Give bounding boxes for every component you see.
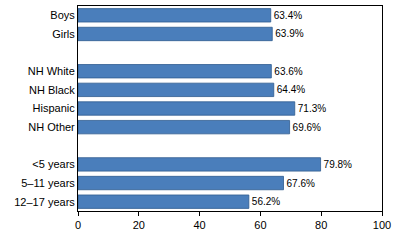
svg-text:Hispanic: Hispanic <box>33 102 76 114</box>
svg-text:NH Other: NH Other <box>28 121 75 133</box>
svg-text:12–17 years: 12–17 years <box>14 196 75 208</box>
svg-text:69.6%: 69.6% <box>293 122 321 133</box>
svg-text:71.3%: 71.3% <box>298 103 326 114</box>
svg-text:79.8%: 79.8% <box>324 159 352 170</box>
svg-text:100: 100 <box>373 219 391 231</box>
svg-text:80: 80 <box>315 219 327 231</box>
svg-text:60: 60 <box>254 219 266 231</box>
svg-text:20: 20 <box>133 219 145 231</box>
svg-text:56.2%: 56.2% <box>252 196 280 207</box>
svg-text:40: 40 <box>193 219 205 231</box>
svg-text:<5 years: <5 years <box>32 158 75 170</box>
svg-text:Boys: Boys <box>50 9 75 21</box>
svg-text:63.6%: 63.6% <box>274 66 302 77</box>
svg-text:63.9%: 63.9% <box>275 28 303 39</box>
svg-text:0: 0 <box>75 219 81 231</box>
svg-text:NH Black: NH Black <box>29 84 75 96</box>
svg-text:NH White: NH White <box>28 65 75 77</box>
svg-text:67.6%: 67.6% <box>287 178 315 189</box>
svg-text:Girls: Girls <box>52 28 75 40</box>
svg-text:5–11 years: 5–11 years <box>21 177 75 189</box>
svg-text:63.4%: 63.4% <box>274 10 302 21</box>
svg-text:64.4%: 64.4% <box>277 84 305 95</box>
